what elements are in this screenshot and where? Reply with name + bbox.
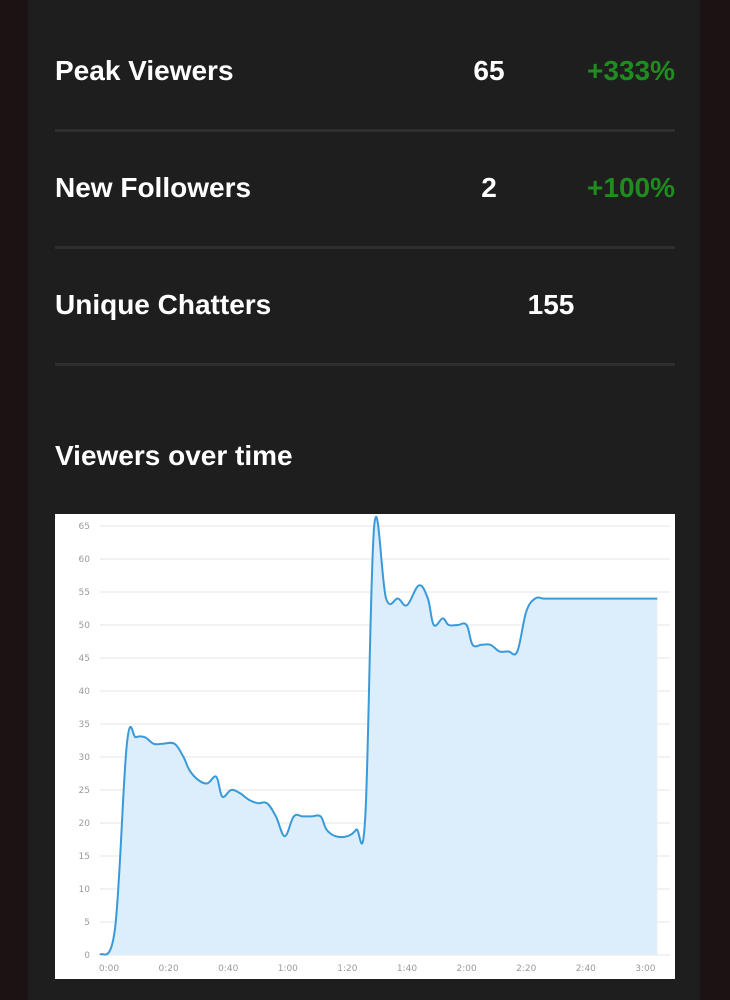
- x-tick-label: 0:20: [158, 964, 178, 974]
- y-tick-label: 10: [79, 885, 91, 895]
- y-tick-label: 5: [84, 918, 90, 928]
- y-tick-label: 65: [79, 522, 90, 532]
- x-axis-ticks: 0:00 0:20 0:40 1:00 1:20 1:40 2:00 2:20 2:40 3:00: [99, 964, 656, 974]
- stat-change: +100%: [587, 171, 675, 203]
- y-tick-label: 15: [79, 852, 90, 862]
- stat-row-new-followers: New Followers 2 +100%: [55, 129, 675, 249]
- series-area: [100, 516, 658, 955]
- x-tick-label: 2:00: [456, 964, 476, 974]
- x-tick-label: 3:00: [635, 964, 655, 974]
- stat-value: 155: [527, 288, 575, 320]
- x-tick-label: 2:20: [516, 964, 536, 974]
- stat-row-unique-chatters: Unique Chatters 155: [55, 246, 675, 366]
- stat-value: 65: [473, 54, 505, 86]
- stat-label: Unique Chatters: [55, 288, 272, 320]
- x-tick-label: 0:40: [218, 964, 238, 974]
- y-tick-label: 45: [79, 654, 90, 664]
- viewers-chart: 0 5 10 15 20 25 30 35 40 45 50 55 60 65 0:00 0:20 0:40 1…: [55, 514, 675, 979]
- y-tick-label: 40: [79, 687, 91, 697]
- viewers-chart-svg: 0 5 10 15 20 25 30 35 40 45 50 55 60 65 0:00 0:20 0:40 1…: [79, 515, 670, 974]
- y-tick-label: 55: [79, 588, 90, 598]
- series-layer: [99, 515, 658, 956]
- x-tick-label: 0:00: [99, 964, 119, 974]
- stat-label: New Followers: [55, 171, 252, 203]
- stat-change: +333%: [587, 54, 675, 86]
- stat-row-peak-viewers: Peak Viewers 65 +333%: [55, 12, 675, 132]
- y-tick-label: 35: [79, 720, 90, 730]
- series-line: [99, 515, 658, 956]
- stats-panel: Peak Viewers 65 +333% New Followers 2 +1…: [28, 0, 700, 1000]
- y-tick-label: 60: [79, 555, 91, 565]
- y-tick-label: 30: [79, 753, 91, 763]
- y-tick-label: 50: [79, 621, 91, 631]
- x-tick-label: 1:20: [337, 964, 357, 974]
- y-tick-label: 0: [84, 951, 90, 961]
- stat-value: 2: [481, 171, 497, 203]
- x-tick-label: 2:40: [576, 964, 596, 974]
- y-tick-label: 25: [79, 786, 90, 796]
- x-tick-label: 1:00: [278, 964, 298, 974]
- x-tick-label: 1:40: [397, 964, 417, 974]
- y-tick-label: 20: [79, 819, 91, 829]
- y-axis-ticks: 0 5 10 15 20 25 30 35 40 45 50 55 60 65: [79, 522, 91, 961]
- stat-label: Peak Viewers: [55, 54, 234, 86]
- section-title: Viewers over time: [55, 440, 293, 471]
